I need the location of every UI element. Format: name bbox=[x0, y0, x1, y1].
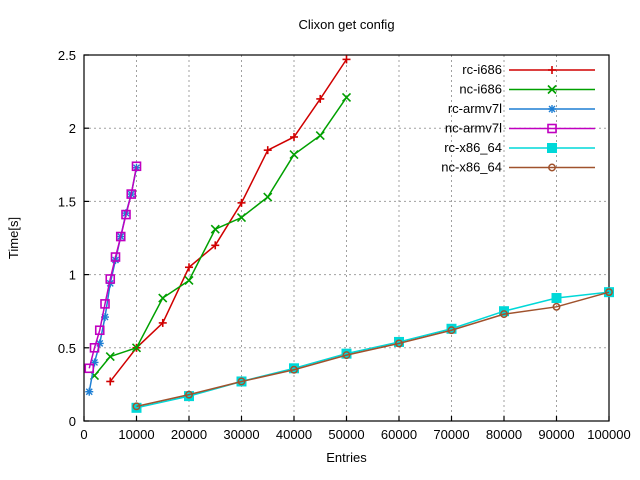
legend-label: rc-x86_64 bbox=[444, 140, 502, 155]
marker-cross bbox=[210, 224, 220, 234]
series-line bbox=[109, 58, 348, 382]
x-tick-label: 100000 bbox=[587, 427, 630, 442]
marker-cross bbox=[341, 92, 352, 103]
x-tick-label: 10000 bbox=[118, 427, 154, 442]
marker-square-open bbox=[115, 231, 126, 242]
marker-square-filled bbox=[551, 293, 562, 304]
marker-circle-open bbox=[552, 302, 561, 311]
marker-cross bbox=[289, 149, 299, 160]
marker-circle-open bbox=[395, 339, 403, 348]
marker-circle-open bbox=[237, 377, 246, 386]
marker-square-open bbox=[547, 123, 557, 134]
series-line bbox=[136, 291, 610, 408]
marker-cross bbox=[263, 192, 273, 202]
legend-label: nc-i686 bbox=[459, 82, 502, 97]
x-tick-label: 70000 bbox=[433, 427, 469, 442]
marker-cross bbox=[315, 130, 325, 141]
marker-cross bbox=[236, 212, 247, 223]
axes: 0 10000 20000 30000 40000 50000 60000 70000 8000… bbox=[58, 48, 631, 442]
y-tick-label: 2 bbox=[69, 121, 76, 136]
marker-cross bbox=[184, 275, 194, 286]
grid-lines bbox=[84, 55, 609, 421]
legend-label: nc-x86_64 bbox=[441, 160, 502, 175]
marker-asterisk bbox=[85, 388, 93, 396]
x-tick-label: 20000 bbox=[171, 427, 207, 442]
marker-square-open bbox=[131, 161, 142, 172]
marker-circle-open bbox=[500, 310, 508, 319]
marker-cross bbox=[105, 352, 115, 362]
marker-asterisk bbox=[548, 105, 556, 113]
y-axis-label: Time[s] bbox=[6, 217, 21, 259]
marker-circle-open bbox=[447, 326, 456, 335]
marker-circle-open bbox=[132, 402, 141, 411]
y-tick-label: 2.5 bbox=[58, 48, 76, 63]
legend: rc-i686 nc-i686 rc-armv7l nc-armv7l rc-x86_6… bbox=[441, 62, 595, 175]
y-tick-label: 1 bbox=[69, 268, 76, 283]
marker-square-open bbox=[126, 189, 137, 199]
marker-cross bbox=[131, 343, 142, 353]
marker-square-open bbox=[105, 274, 116, 284]
marker-square-open bbox=[121, 209, 131, 220]
legend-label: rc-i686 bbox=[462, 62, 502, 77]
legend-label: nc-armv7l bbox=[445, 121, 502, 136]
marker-square-open bbox=[84, 363, 95, 374]
y-tick-label: 1.5 bbox=[58, 194, 76, 209]
marker-cross bbox=[158, 293, 168, 303]
marker-circle-open bbox=[290, 365, 298, 374]
marker-square-open bbox=[94, 325, 105, 336]
marker-square-open bbox=[110, 252, 121, 262]
marker-square-open bbox=[100, 299, 110, 309]
marker-asterisk bbox=[101, 313, 109, 321]
series-nc-armv7l bbox=[84, 161, 142, 374]
x-tick-label: 60000 bbox=[381, 427, 417, 442]
series-nc-x86_64 bbox=[132, 288, 613, 411]
marker-circle-open bbox=[548, 163, 556, 172]
marker-square-filled bbox=[547, 143, 557, 153]
series-nc-i686 bbox=[89, 92, 352, 381]
y-tick-label: 0.5 bbox=[58, 341, 76, 356]
x-tick-label: 80000 bbox=[486, 427, 522, 442]
x-tick-label: 30000 bbox=[223, 427, 259, 442]
x-tick-label: 90000 bbox=[538, 427, 574, 442]
marker-circle-open bbox=[185, 390, 193, 399]
marker-circle-open bbox=[605, 288, 613, 297]
chart-title: Clixon get config bbox=[298, 17, 394, 32]
x-tick-label: 40000 bbox=[276, 427, 312, 442]
x-axis-label: Entries bbox=[326, 450, 367, 465]
marker-circle-open bbox=[342, 351, 351, 360]
legend-label: rc-armv7l bbox=[448, 101, 502, 116]
y-tick-label: 0 bbox=[69, 414, 76, 429]
x-tick-label: 50000 bbox=[328, 427, 364, 442]
x-tick-label: 0 bbox=[80, 427, 87, 442]
marker-square-open bbox=[89, 342, 100, 353]
marker-cross bbox=[547, 84, 557, 95]
series-line bbox=[88, 166, 138, 369]
marker-square-filled bbox=[604, 287, 614, 298]
